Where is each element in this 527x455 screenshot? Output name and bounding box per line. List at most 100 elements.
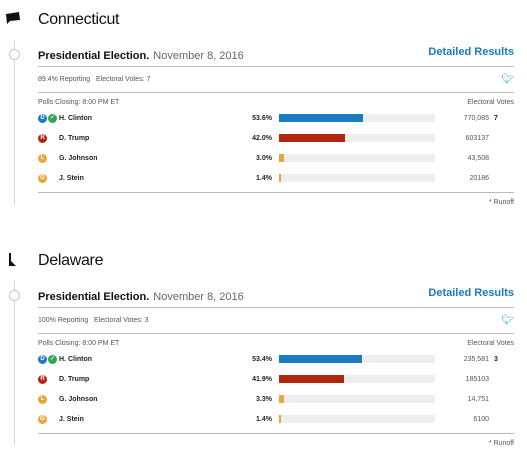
candidate-name: G. Johnson: [59, 396, 98, 403]
timeline-line: [14, 280, 15, 445]
results-header: Presidential Election. November 8, 2016 D…: [38, 46, 514, 66]
winner-check-icon: ✓: [48, 355, 57, 364]
candidate-votes: 235,581: [463, 356, 489, 363]
vote-share-bar: [279, 174, 435, 182]
green-party-icon: G: [38, 415, 47, 424]
winner-check-icon: ✓: [48, 114, 57, 123]
republican-party-icon: R: [38, 134, 47, 143]
twitter-icon[interactable]: 🐦︎: [501, 74, 514, 85]
divider: [38, 333, 514, 334]
divider: [38, 92, 514, 93]
table-header: Polls Closing: 8:00 PM ET Electoral Vote…: [38, 337, 514, 351]
results-header: Presidential Election. November 8, 2016 D…: [38, 287, 514, 307]
runoff-note: * Runoff: [38, 434, 514, 454]
candidate-percent: 53.6%: [252, 115, 272, 122]
candidate-percent: 3.0%: [256, 155, 272, 162]
state-name: Connecticut: [38, 11, 120, 28]
electoral-votes-summary: Electoral Votes: 3: [94, 317, 149, 324]
candidate-percent: 42.0%: [252, 135, 272, 142]
divider: [38, 307, 514, 308]
vote-share-bar: [279, 134, 435, 142]
candidate-votes: 6100: [473, 416, 489, 423]
vote-share-fill: [279, 395, 285, 403]
vote-share-bar: [279, 154, 435, 162]
candidate-name: H. Clinton: [59, 115, 93, 122]
candidate-votes: 770,085: [463, 115, 489, 122]
candidate-row: D ✓ H. Clinton 53.6% 770,085 7: [38, 110, 514, 130]
candidate-electoral-votes: 3: [494, 356, 498, 363]
democrat-party-icon: D: [38, 355, 47, 364]
election-date: November 8, 2016: [153, 291, 244, 303]
reporting-bar: 89.4% Reporting Electoral Votes: 7 🐦︎: [38, 67, 514, 92]
divider: [38, 433, 514, 434]
candidate-name: J. Stein: [59, 175, 84, 182]
connecticut-state-icon: [6, 12, 20, 24]
twitter-icon[interactable]: 🐦︎: [501, 315, 514, 326]
candidate-row: D ✓ H. Clinton 53.4% 235,581 3: [38, 351, 514, 371]
vote-share-bar: [279, 395, 435, 403]
candidate-percent: 1.4%: [256, 175, 272, 182]
electoral-votes-summary: Electoral Votes: 7: [96, 76, 151, 83]
candidate-electoral-votes: 7: [494, 115, 498, 122]
candidate-row: R D. Trump 42.0% 603137: [38, 130, 514, 150]
candidate-percent: 1.4%: [256, 416, 272, 423]
candidate-name: G. Johnson: [59, 155, 98, 162]
candidate-list: D ✓ H. Clinton 53.4% 235,581 3 R D. Trump…: [38, 351, 514, 431]
timeline-dot: [9, 290, 20, 301]
divider: [38, 66, 514, 67]
candidate-name: D. Trump: [59, 135, 90, 142]
detailed-results-link[interactable]: Detailed Results: [428, 287, 514, 299]
candidate-percent: 3.3%: [256, 396, 272, 403]
candidate-votes: 603137: [465, 135, 489, 142]
candidate-name: D. Trump: [59, 376, 90, 383]
divider: [38, 192, 514, 193]
democrat-party-icon: D: [38, 114, 47, 123]
candidate-row: G J. Stein 1.4% 20186: [38, 170, 514, 190]
libertarian-party-icon: L: [38, 395, 47, 404]
candidate-row: L G. Johnson 3.3% 14,751: [38, 391, 514, 411]
vote-share-bar: [279, 375, 435, 383]
candidate-percent: 41.9%: [252, 376, 272, 383]
candidate-votes: 14,751: [467, 396, 489, 403]
candidate-name: J. Stein: [59, 416, 84, 423]
reporting-text: 100% Reporting: [38, 317, 89, 324]
vote-share-fill: [279, 154, 284, 162]
election-title: Presidential Election.: [38, 291, 150, 303]
runoff-text: * Runoff: [488, 440, 514, 447]
table-header: Polls Closing: 8:00 PM ET Electoral Vote…: [38, 96, 514, 110]
electoral-votes-header: Electoral Votes: [467, 99, 514, 106]
election-title: Presidential Election.: [38, 50, 150, 62]
vote-share-bar: [279, 114, 435, 122]
results-section: Presidential Election. November 8, 2016 D…: [38, 46, 514, 213]
candidate-row: L G. Johnson 3.0% 43,508: [38, 150, 514, 170]
timeline-line: [14, 40, 15, 205]
polls-closing: Polls Closing: 8:00 PM ET: [38, 99, 120, 106]
runoff-note: * Runoff: [38, 193, 514, 213]
reporting-bar: 100% Reporting Electoral Votes: 3 🐦︎: [38, 308, 514, 333]
results-section: Presidential Election. November 8, 2016 D…: [38, 287, 514, 454]
candidate-votes: 20186: [469, 175, 489, 182]
candidate-percent: 53.4%: [252, 356, 272, 363]
timeline-dot: [9, 49, 20, 60]
vote-share-fill: [279, 375, 345, 383]
state-name: Delaware: [38, 252, 104, 269]
vote-share-fill: [279, 134, 345, 142]
vote-share-fill: [279, 174, 282, 182]
electoral-votes-header: Electoral Votes: [467, 340, 514, 347]
vote-share-fill: [279, 114, 363, 122]
detailed-results-link[interactable]: Detailed Results: [428, 46, 514, 58]
vote-share-bar: [279, 355, 435, 363]
libertarian-party-icon: L: [38, 154, 47, 163]
reporting-text: 89.4% Reporting: [38, 76, 91, 83]
candidate-votes: 43,508: [467, 155, 489, 162]
candidate-votes: 185103: [465, 376, 489, 383]
candidate-list: D ✓ H. Clinton 53.6% 770,085 7 R D. Trump…: [38, 110, 514, 190]
vote-share-bar: [279, 415, 435, 423]
vote-share-fill: [279, 355, 363, 363]
candidate-name: H. Clinton: [59, 356, 93, 363]
delaware-state-icon: [9, 253, 16, 266]
runoff-text: * Runoff: [488, 199, 514, 206]
vote-share-fill: [279, 415, 282, 423]
republican-party-icon: R: [38, 375, 47, 384]
election-date: November 8, 2016: [153, 50, 244, 62]
